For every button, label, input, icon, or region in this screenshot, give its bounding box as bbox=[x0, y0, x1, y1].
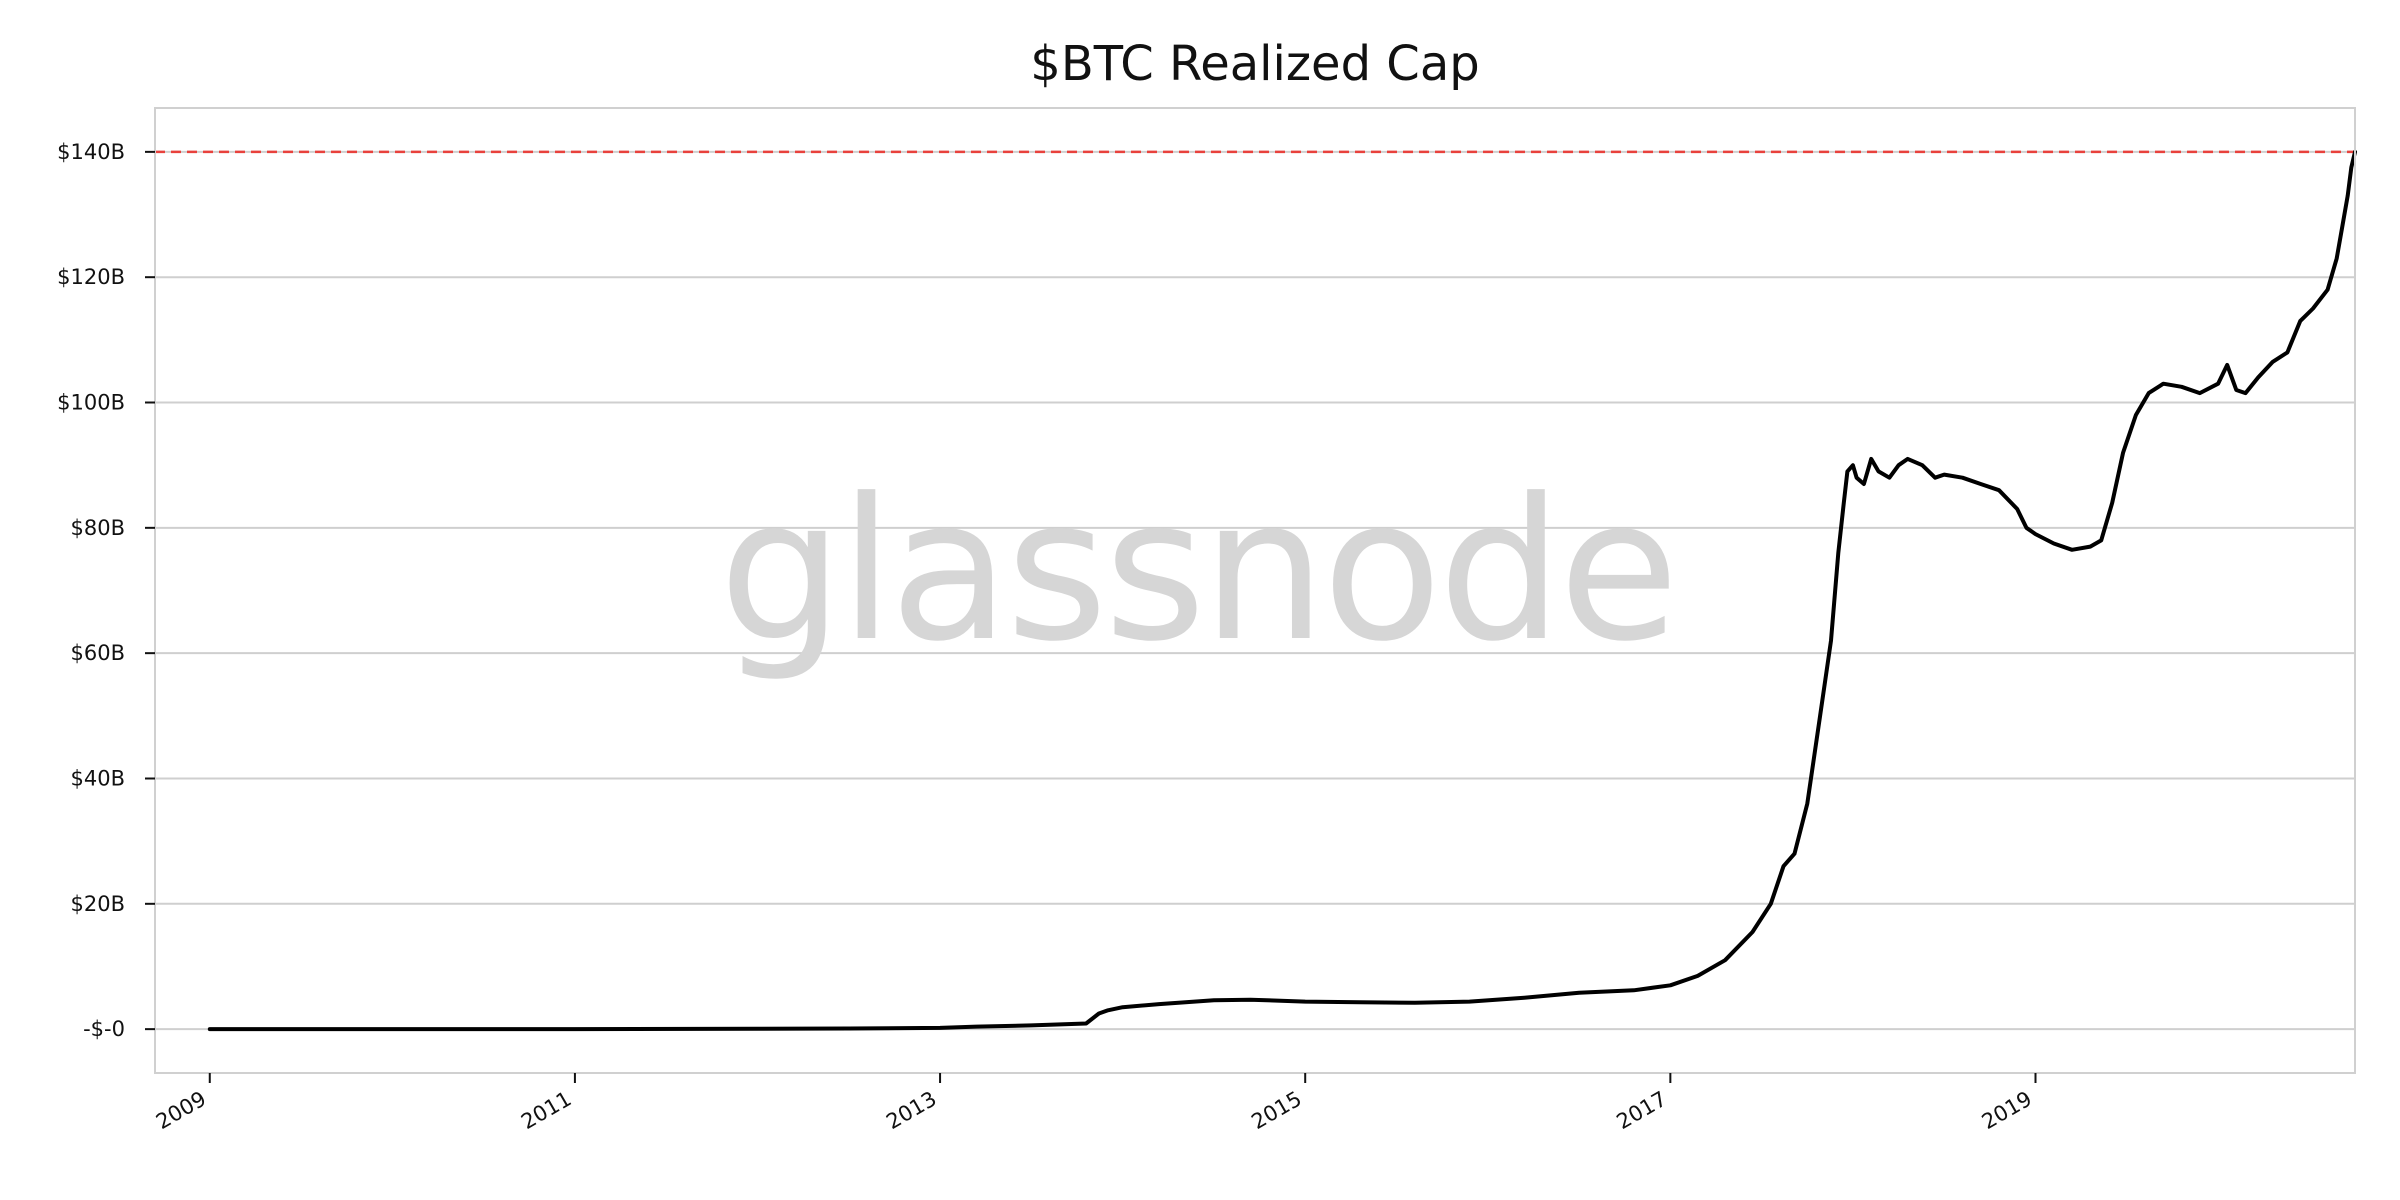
x-axis: 2009 2011 2013 2015 2017 2019 bbox=[152, 1073, 2037, 1135]
y-tick-label: $40B bbox=[71, 766, 126, 790]
x-tick-label: 2013 bbox=[882, 1087, 940, 1135]
y-tick-label: $60B bbox=[71, 641, 126, 665]
y-tick-label: $140B bbox=[57, 140, 125, 164]
watermark-logo: glassnode bbox=[719, 457, 1675, 685]
gridlines bbox=[155, 150, 2355, 1031]
series-lines bbox=[207, 149, 2357, 1032]
y-tick-label: $80B bbox=[71, 516, 126, 540]
y-tick-label: -$-0 bbox=[83, 1017, 125, 1041]
plot-frame bbox=[154, 107, 2356, 1074]
series-line bbox=[207, 149, 2357, 1032]
x-tick-label: 2019 bbox=[1978, 1087, 2036, 1135]
y-tick-label: $120B bbox=[57, 265, 125, 289]
y-axis: -$-0 $20B $40B $60B $80B $100B $120B $140B bbox=[57, 140, 155, 1041]
x-tick-label: 2017 bbox=[1613, 1087, 1671, 1135]
x-tick-label: 2009 bbox=[152, 1087, 210, 1135]
x-tick-label: 2015 bbox=[1247, 1087, 1305, 1135]
x-tick-label: 2011 bbox=[517, 1087, 575, 1135]
y-tick-label: $100B bbox=[57, 391, 125, 415]
y-tick-label: $20B bbox=[71, 892, 126, 916]
chart-title: $BTC Realized Cap bbox=[1030, 36, 1479, 92]
